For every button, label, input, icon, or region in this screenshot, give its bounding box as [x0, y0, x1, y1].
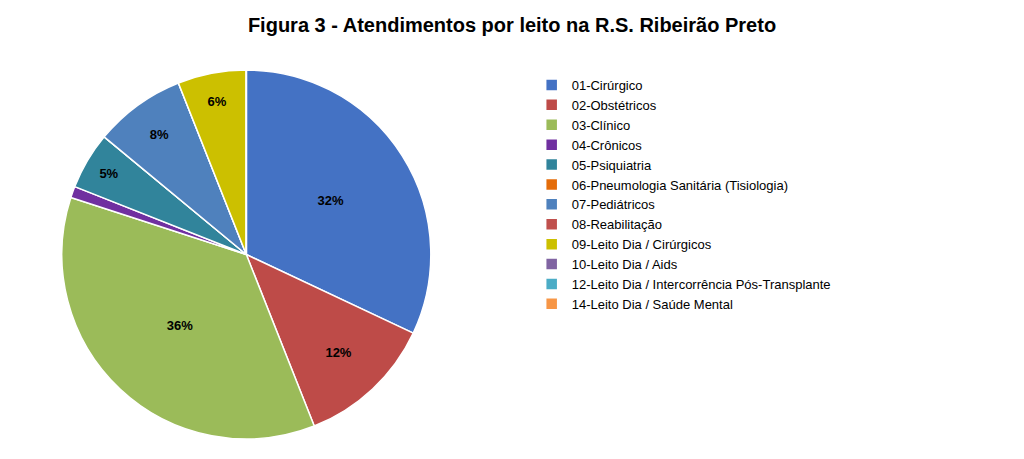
- svg-text:14-Leito Dia / Saúde Mental: 14-Leito Dia / Saúde Mental: [572, 297, 733, 312]
- svg-text:02-Obstétricos: 02-Obstétricos: [572, 98, 657, 113]
- svg-text:8%: 8%: [150, 127, 169, 142]
- svg-text:08-Reabilitação: 08-Reabilitação: [572, 217, 662, 232]
- svg-text:12-Leito Dia / Intercorrência: 12-Leito Dia / Intercorrência Pós-Transp…: [572, 277, 831, 292]
- svg-text:32%: 32%: [318, 193, 344, 208]
- svg-text:6%: 6%: [208, 94, 227, 109]
- svg-text:05-Psiquiatria: 05-Psiquiatria: [572, 158, 652, 173]
- svg-text:03-Clínico: 03-Clínico: [572, 118, 631, 133]
- svg-text:06-Pneumologia Sanitária (Tisi: 06-Pneumologia Sanitária (Tisiologia): [572, 178, 788, 193]
- svg-text:12%: 12%: [325, 345, 351, 360]
- svg-text:04-Crônicos: 04-Crônicos: [572, 138, 643, 153]
- svg-text:01-Cirúrgico: 01-Cirúrgico: [572, 78, 643, 93]
- svg-text:07-Pediátricos: 07-Pediátricos: [572, 197, 656, 212]
- svg-text:Figura 3 - Atendimentos por le: Figura 3 - Atendimentos por leito na R.S…: [248, 14, 776, 36]
- svg-text:36%: 36%: [167, 318, 193, 333]
- svg-text:09-Leito Dia / Cirúrgicos: 09-Leito Dia / Cirúrgicos: [572, 237, 712, 252]
- svg-text:5%: 5%: [99, 166, 118, 181]
- svg-text:10-Leito Dia / Aids: 10-Leito Dia / Aids: [572, 257, 678, 272]
